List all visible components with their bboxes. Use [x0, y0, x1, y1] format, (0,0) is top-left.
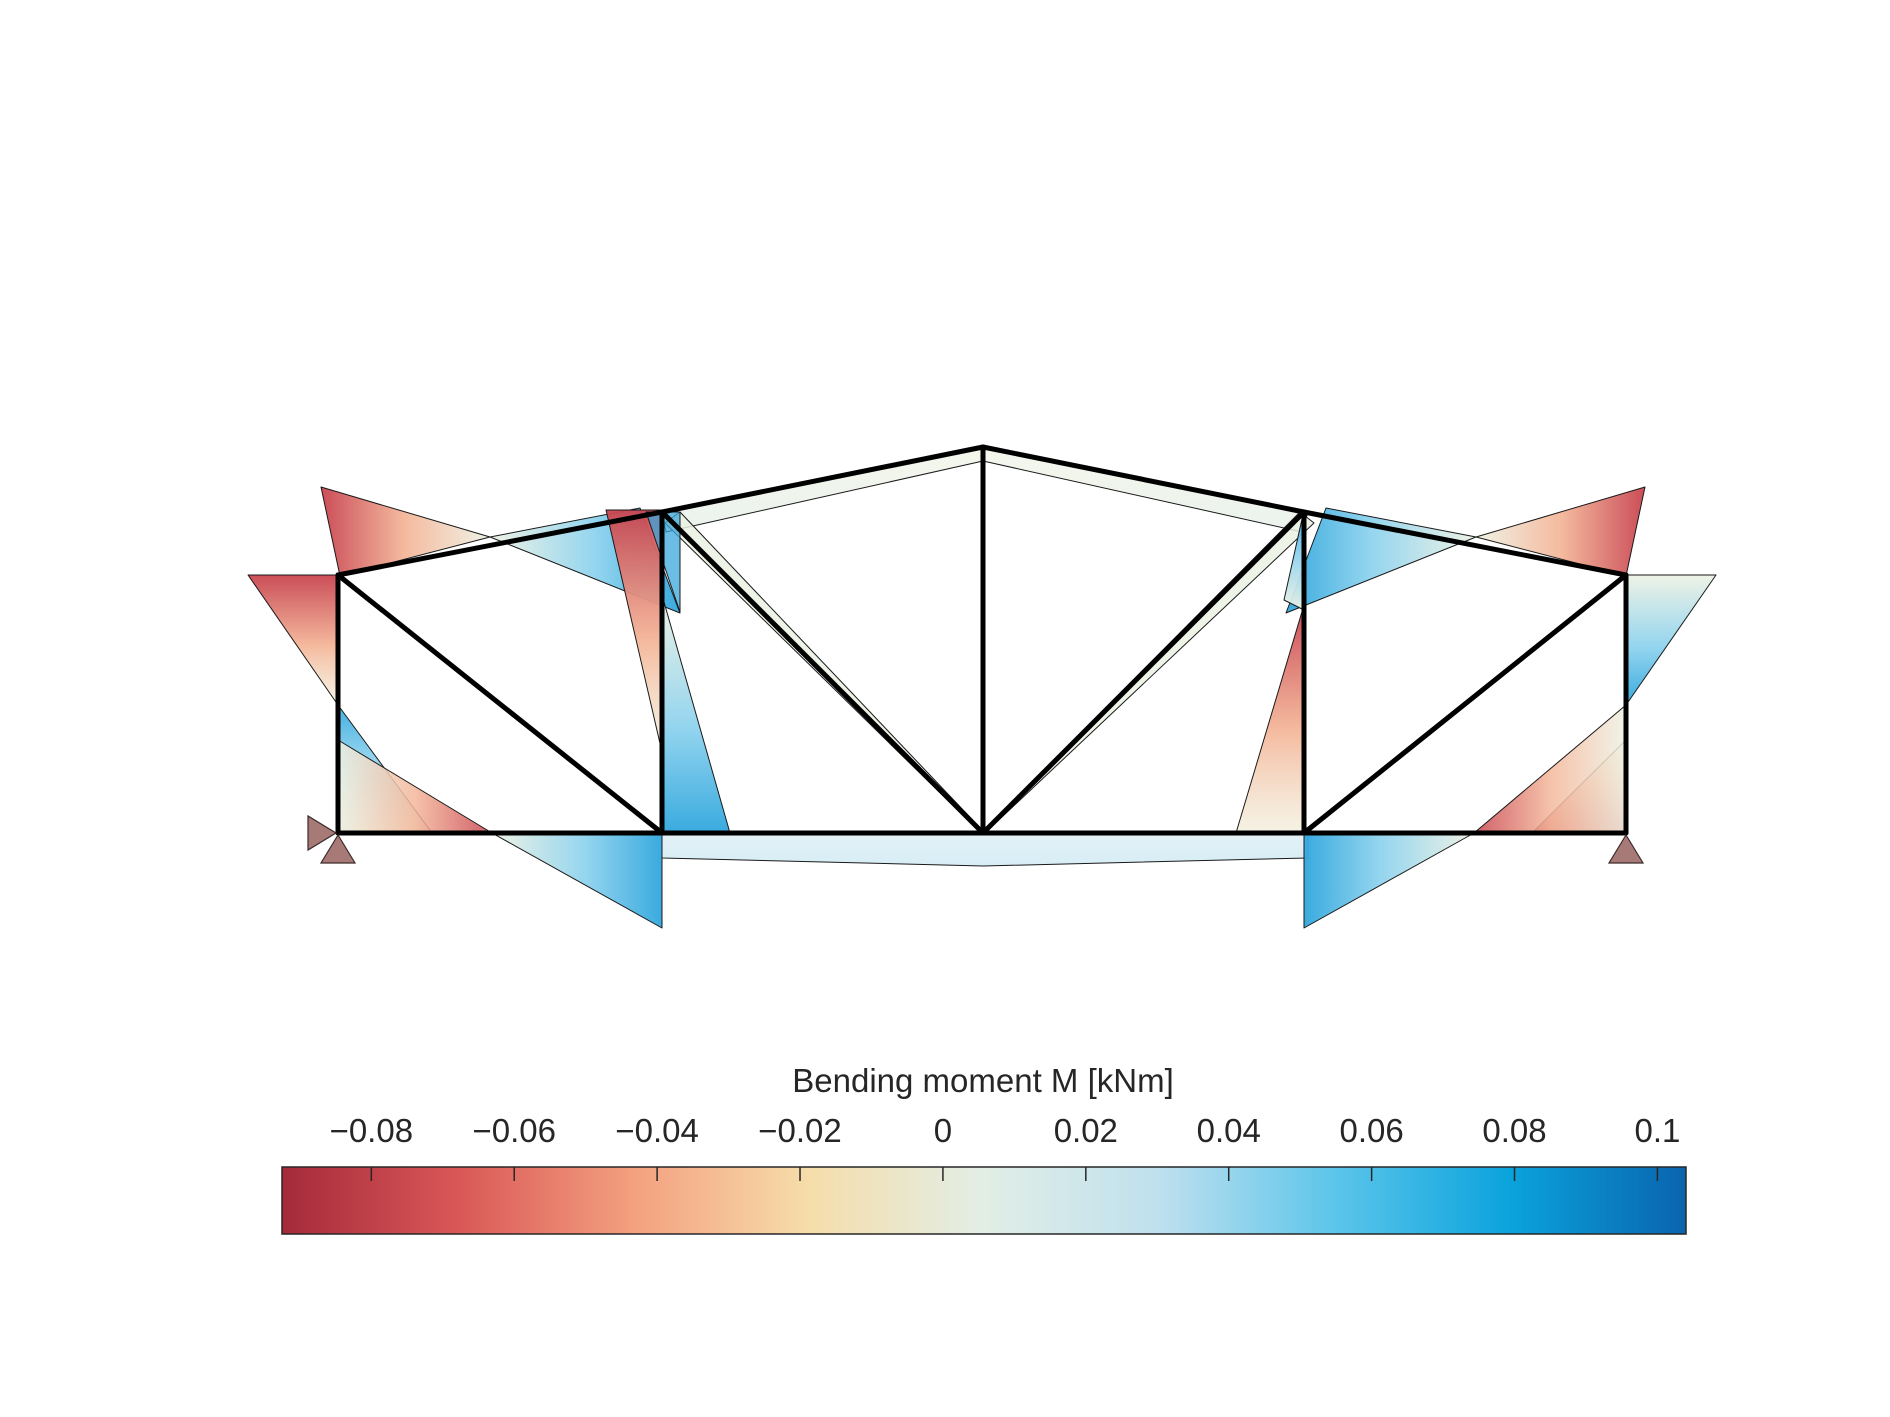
colorbar-bar: [281, 1166, 1687, 1235]
moment-right-bottom-blue: [1303, 832, 1475, 929]
moment-right-vertical-red: [1235, 604, 1305, 834]
left-support-vertical-icon: [319, 833, 357, 864]
colorbar-tick-label: 0.02: [1054, 1112, 1118, 1149]
colorbar-tick-label: 0: [934, 1112, 952, 1149]
moment-right-bottom-red: [1473, 704, 1627, 834]
member-top-chord-4: [1301, 509, 1629, 578]
moment-right-post-upper: [1625, 574, 1717, 706]
right-support-vertical-icon: [1607, 833, 1645, 864]
moment-left-bottom-red: [337, 739, 493, 834]
supports: [307, 814, 1645, 864]
member-top-chord-2: [659, 444, 986, 515]
moment-left-top-negative: [320, 486, 491, 577]
moment-left-vertical-blue: [661, 594, 731, 834]
moment-right-top-negative: [1475, 486, 1646, 577]
colorbar-ticks: [370, 1167, 1659, 1181]
member-top-chord-3: [980, 444, 1307, 515]
moment-left-bottom-blue: [491, 832, 663, 929]
colorbar-tick-label: 0.08: [1482, 1112, 1546, 1149]
moment-top-chord-mid-right: [982, 446, 1309, 533]
colorbar-tick-label: 0.04: [1197, 1112, 1261, 1149]
left-support-horizontal-icon: [307, 814, 338, 852]
member-diagonal-3: [980, 509, 1307, 836]
moment-left-vertical-red: [605, 509, 663, 753]
colorbar: Bending moment M [kNm] −0.08 −0.06 −0.04 −0…: [281, 1062, 1687, 1235]
member-diagonal-2: [659, 509, 986, 836]
truss-members: [335, 444, 1629, 836]
moment-left-post-upper: [247, 574, 339, 706]
moment-right-top-positive: [1285, 507, 1477, 614]
moment-bottom-chord-mid: [661, 832, 1309, 867]
colorbar-tick-label: −0.06: [472, 1112, 556, 1149]
colorbar-tick-label: 0.1: [1634, 1112, 1680, 1149]
member-top-chord-1: [335, 509, 665, 578]
colorbar-tick-label: 0.06: [1340, 1112, 1404, 1149]
member-diagonal-1: [335, 572, 665, 836]
colorbar-title: Bending moment M [kNm]: [792, 1062, 1173, 1099]
colorbar-tick-label: −0.02: [758, 1112, 842, 1149]
moment-top-chord-mid-left: [661, 446, 984, 533]
colorbar-tick-label: −0.04: [615, 1112, 699, 1149]
colorbar-tick-label: −0.08: [330, 1112, 414, 1149]
member-diagonal-4: [1301, 572, 1629, 836]
colorbar-tick-labels: −0.08 −0.06 −0.04 −0.02 0 0.02 0.04 0.06 0.08 0.1: [330, 1112, 1681, 1149]
